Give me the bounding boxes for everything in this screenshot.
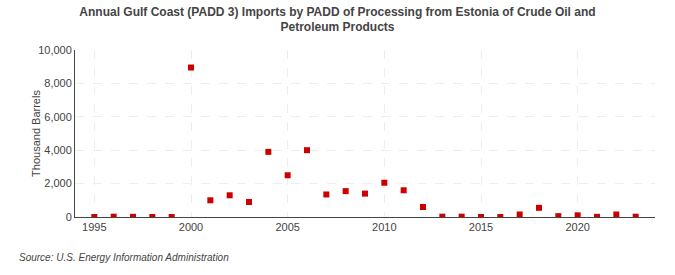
svg-text:Annual Gulf Coast (PADD 3) Imp: Annual Gulf Coast (PADD 3) Imports by PA… [79,5,595,35]
svg-text:0: 0 [66,211,72,223]
svg-text:1995: 1995 [82,221,106,233]
svg-text:2020: 2020 [565,221,589,233]
svg-text:6,000: 6,000 [44,111,72,123]
svg-text:2005: 2005 [275,221,299,233]
svg-text:10,000: 10,000 [38,44,72,56]
svg-text:2010: 2010 [372,221,396,233]
svg-text:Thousand Barrels: Thousand Barrels [30,90,42,177]
svg-text:2,000: 2,000 [44,177,72,189]
svg-text:4,000: 4,000 [44,144,72,156]
svg-text:8,000: 8,000 [44,77,72,89]
svg-text:Source: U.S. Energy Informatio: Source: U.S. Energy Information Administ… [19,252,229,263]
svg-text:2000: 2000 [179,221,203,233]
svg-text:2015: 2015 [469,221,493,233]
